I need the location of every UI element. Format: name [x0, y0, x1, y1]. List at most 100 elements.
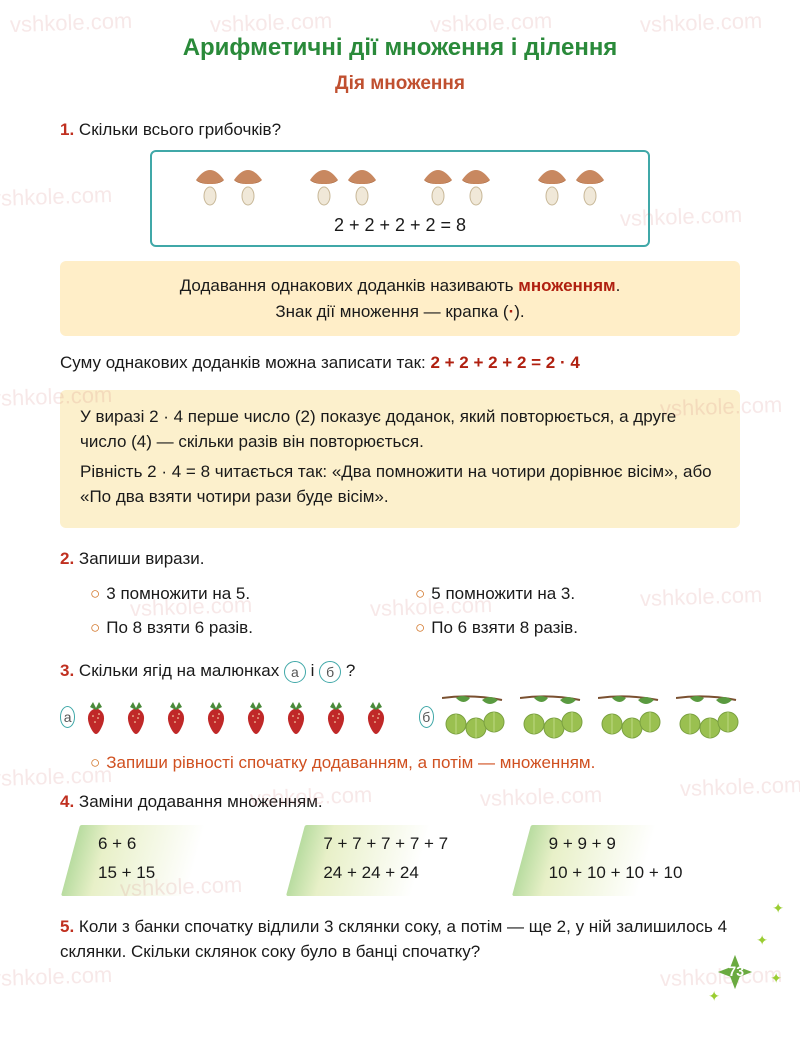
- rule-line-2: Знак дії множення — крапка (·).: [78, 299, 722, 325]
- mushroom-icon: [458, 162, 494, 206]
- mushroom-pair: [306, 162, 380, 206]
- textbook-page: vshkole.com vshkole.com vshkole.com vshk…: [0, 0, 800, 1019]
- label-a-icon: а: [60, 706, 75, 728]
- page-subtitle: Дія множення: [60, 70, 740, 99]
- ex3-text-mid: і: [311, 661, 320, 680]
- label-b-icon: б: [419, 706, 434, 728]
- sub-item-text: 5 помножити на 3.: [431, 584, 575, 603]
- sub-item-text: 3 помножити на 5.: [106, 584, 250, 603]
- rule-text: ).: [514, 302, 524, 321]
- bullet-icon: ○: [415, 584, 425, 603]
- bullet-icon: ○: [90, 584, 100, 603]
- explain-p2: Рівність 2 · 4 = 8 читається так: «Два п…: [80, 459, 720, 510]
- bullet-icon: ○: [90, 618, 100, 637]
- ex3-text-a: Скільки ягід на малюнках: [79, 661, 284, 680]
- mushroom-figure-box: 2 + 2 + 2 + 2 = 8: [150, 150, 650, 247]
- rule-line-1: Додавання однакових доданків називають м…: [78, 273, 722, 299]
- exercise-number: 4.: [60, 792, 74, 811]
- expression-block-3: 9 + 9 + 9 10 + 10 + 10 + 10: [531, 825, 740, 896]
- mushroom-icon: [192, 162, 228, 206]
- exercise-text: Скільки всього грибочків?: [79, 120, 281, 139]
- mushroom-pair: [192, 162, 266, 206]
- rule-definition-box: Додавання однакових доданків називають м…: [60, 261, 740, 336]
- exercise-3-instruction: ○ Запиши рівності спочатку додаванням, а …: [90, 750, 740, 776]
- page-number: 73: [728, 961, 744, 982]
- sub-item-text: По 6 взяти 8 разів.: [431, 618, 578, 637]
- rule-text: .: [616, 276, 621, 295]
- exercise-4: 4. Заміни додавання множенням. 6 + 6 15 …: [60, 789, 740, 896]
- expression: 7 + 7 + 7 + 7 + 7: [323, 831, 514, 857]
- sub-item-text: По 8 взяти 6 разів.: [106, 618, 253, 637]
- exercise-number: 3.: [60, 661, 74, 680]
- strawberry-icon: [243, 700, 269, 734]
- gooseberry-cluster-icon: [598, 694, 662, 740]
- bullet-icon: ○: [415, 618, 425, 637]
- exercise-3: 3. Скільки ягід на малюнках а і б ? а: [60, 658, 740, 775]
- sum-formula: 2 + 2 + 2 + 2 = 2 · 4: [430, 353, 579, 372]
- strawberry-icon: [83, 700, 109, 734]
- strawberry-icon: [163, 700, 189, 734]
- strawberry-icon: [203, 700, 229, 734]
- label-b-icon: б: [319, 661, 341, 683]
- exercise-2-items: ○ 3 помножити на 5. ○ 5 помножити на 3. ○ По …: [90, 577, 740, 644]
- mushroom-equation: 2 + 2 + 2 + 2 = 8: [172, 212, 628, 239]
- sparkle-icon: ✦: [756, 930, 768, 951]
- expression-block-1: 6 + 6 15 + 15: [80, 825, 289, 896]
- label-a-icon: а: [284, 661, 306, 683]
- strawberry-icon: [123, 700, 149, 734]
- expression: 10 + 10 + 10 + 10: [549, 860, 740, 886]
- mushroom-icon: [572, 162, 608, 206]
- exercise-text: Скільки ягід на малюнках а і б ?: [79, 661, 355, 680]
- sparkle-icon: ✦: [772, 898, 784, 919]
- instruction-text: Запиши рівності спочатку додаванням, а п…: [106, 753, 595, 772]
- ex3-text-end: ?: [346, 661, 355, 680]
- exercise-5: 5. Коли з банки спочатку відлили 3 склян…: [60, 914, 740, 965]
- expression: 24 + 24 + 24: [323, 860, 514, 886]
- exercise-text: Запиши вирази.: [79, 549, 205, 568]
- mushroom-icon: [344, 162, 380, 206]
- mushroom-icon: [420, 162, 456, 206]
- sub-item: ○ 5 помножити на 3.: [415, 577, 740, 611]
- rule-keyword: множенням: [518, 276, 615, 295]
- berry-figures-row: а: [60, 694, 740, 740]
- gooseberry-group: [442, 694, 740, 740]
- exercise-number: 1.: [60, 120, 74, 139]
- explain-p1: У виразі 2 · 4 перше число (2) показує д…: [80, 404, 720, 455]
- rule-text: Додавання однакових доданків називають: [180, 276, 519, 295]
- expression-row: 6 + 6 15 + 15 7 + 7 + 7 + 7 + 7 24 + 24 …: [80, 825, 740, 896]
- sparkle-icon: ✦: [708, 986, 720, 1007]
- exercise-text: Коли з банки спочатку відлили 3 склянки …: [60, 917, 727, 962]
- mushroom-icon: [230, 162, 266, 206]
- sparkle-icon: ✦: [770, 968, 782, 989]
- expression: 15 + 15: [98, 860, 289, 886]
- explanation-box: У виразі 2 · 4 перше число (2) показує д…: [60, 390, 740, 528]
- sum-text: Суму однакових доданків можна записати т…: [60, 353, 430, 372]
- gooseberry-cluster-icon: [676, 694, 740, 740]
- exercise-number: 2.: [60, 549, 74, 568]
- expression: 6 + 6: [98, 831, 289, 857]
- sub-item: ○ По 6 взяти 8 разів.: [415, 611, 740, 645]
- mushroom-pair: [420, 162, 494, 206]
- sub-item: ○ По 8 взяти 6 разів.: [90, 611, 415, 645]
- gooseberry-cluster-icon: [442, 694, 506, 740]
- strawberry-icon: [323, 700, 349, 734]
- mushroom-pair: [534, 162, 608, 206]
- strawberry-group: [83, 700, 389, 734]
- exercise-text: Заміни додавання множенням.: [79, 792, 323, 811]
- mushroom-row: [172, 162, 628, 206]
- exercise-1: 1. Скільки всього грибочків? 2 + 2: [60, 117, 740, 248]
- mushroom-icon: [306, 162, 342, 206]
- sub-item: ○ 3 помножити на 5.: [90, 577, 415, 611]
- exercise-2: 2. Запиши вирази. ○ 3 помножити на 5. ○ 5 п…: [60, 546, 740, 645]
- mushroom-icon: [534, 162, 570, 206]
- expression: 9 + 9 + 9: [549, 831, 740, 857]
- strawberry-icon: [363, 700, 389, 734]
- exercise-number: 5.: [60, 917, 74, 936]
- gooseberry-cluster-icon: [520, 694, 584, 740]
- expression-block-2: 7 + 7 + 7 + 7 + 7 24 + 24 + 24: [305, 825, 514, 896]
- sum-statement: Суму однакових доданків можна записати т…: [60, 350, 740, 376]
- rule-text: Знак дії множення — крапка (: [275, 302, 508, 321]
- strawberry-icon: [283, 700, 309, 734]
- page-title: Арифметичні дії множення і ділення: [60, 30, 740, 66]
- bullet-icon: ○: [90, 753, 100, 772]
